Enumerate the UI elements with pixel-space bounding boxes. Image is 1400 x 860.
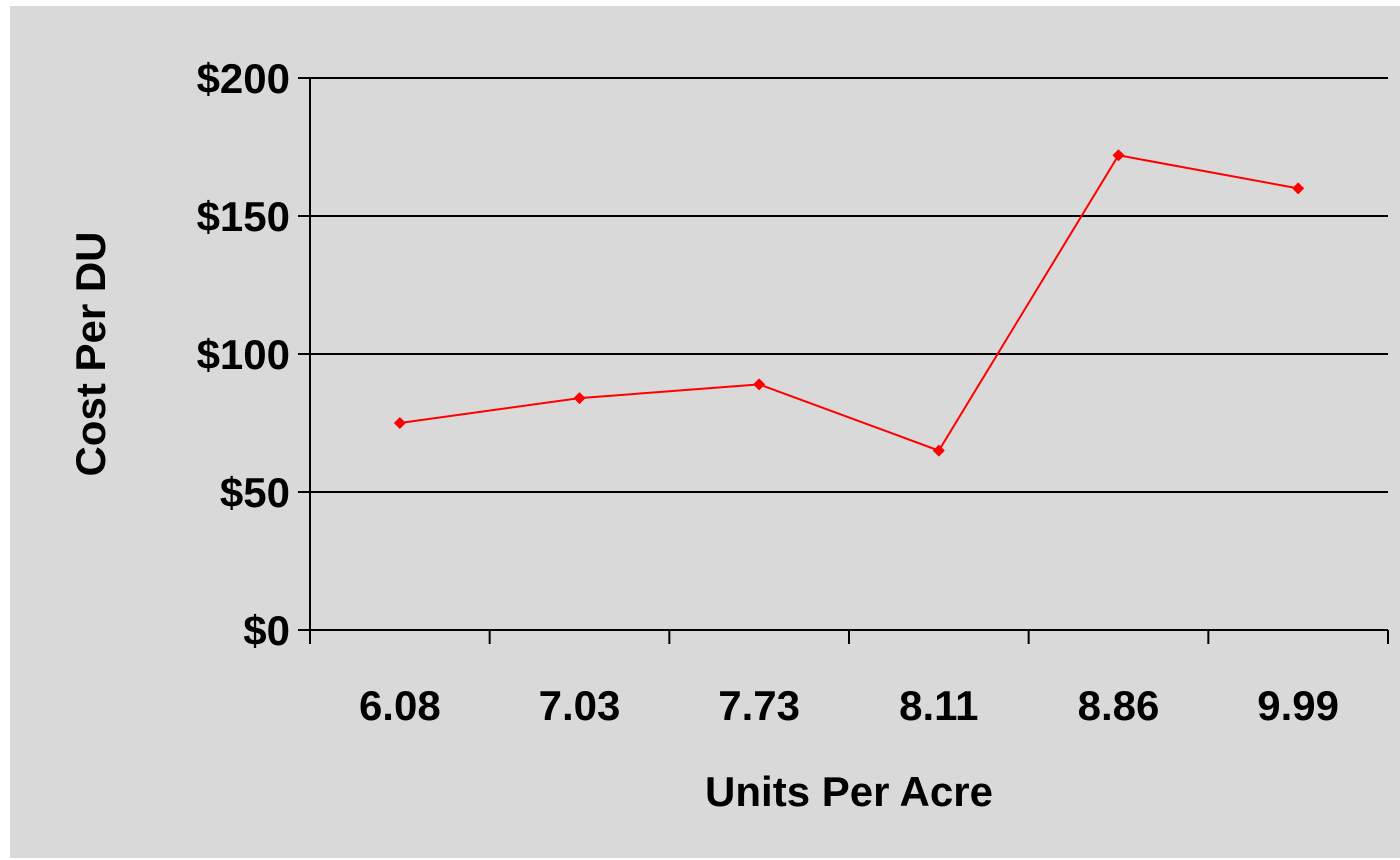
data-point [574, 392, 586, 404]
y-tick-label: $100 [197, 331, 290, 378]
x-tick-label: 7.73 [718, 682, 800, 729]
data-point [753, 378, 765, 390]
series-line [400, 155, 1298, 450]
data-point [1113, 149, 1125, 161]
x-tick-label: 8.86 [1078, 682, 1160, 729]
data-point [933, 445, 945, 457]
data-point [394, 417, 406, 429]
y-tick-label: $50 [220, 469, 290, 516]
x-axis-title: Units Per Acre [705, 768, 993, 815]
gridlines [310, 78, 1388, 492]
x-axis-ticks: 6.08 7.03 7.73 8.11 8.86 9.99 [310, 630, 1388, 729]
series-cost-per-du [394, 149, 1304, 456]
y-tick-label: $0 [243, 607, 290, 654]
data-point [1292, 182, 1304, 194]
x-tick-label: 6.08 [359, 682, 441, 729]
y-axis-ticks: $0 $50 $100 $150 $200 [197, 55, 310, 654]
x-tick-label: 7.03 [539, 682, 621, 729]
y-tick-label: $200 [197, 55, 290, 102]
x-tick-label: 8.11 [899, 682, 978, 729]
y-tick-label: $150 [197, 193, 290, 240]
x-tick-label: 9.99 [1257, 682, 1339, 729]
y-axis-title: Cost Per DU [67, 231, 114, 476]
